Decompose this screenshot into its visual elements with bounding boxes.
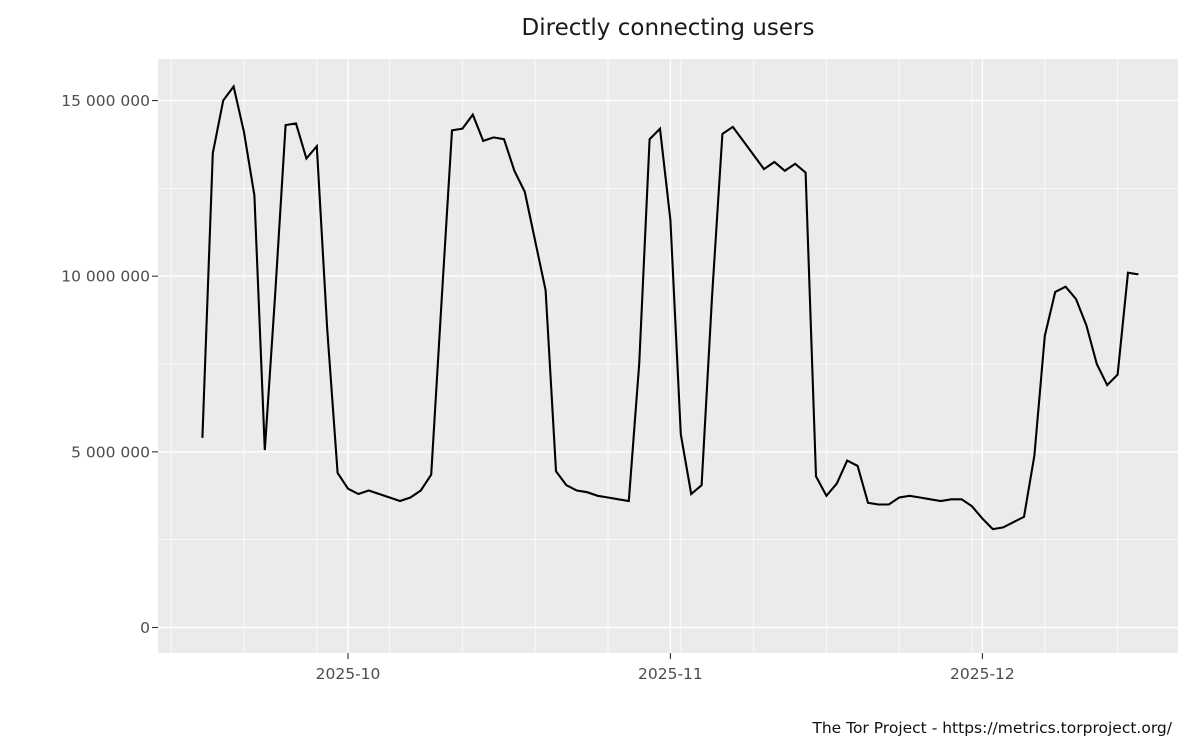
data-line bbox=[201, 84, 1139, 531]
x-tick-label: 2025-10 bbox=[316, 665, 381, 683]
y-tick-label: 0 bbox=[140, 619, 150, 637]
y-tick-label: 15 000 000 bbox=[61, 92, 150, 110]
y-tick-label: 5 000 000 bbox=[71, 443, 150, 461]
chart-title: Directly connecting users bbox=[521, 15, 815, 41]
plot-panel bbox=[158, 59, 1178, 653]
x-tick-label: 2025-11 bbox=[638, 665, 703, 683]
y-tick-label: 10 000 000 bbox=[61, 268, 150, 286]
x-tick-label: 2025-12 bbox=[950, 665, 1015, 683]
attribution: The Tor Project - https://metrics.torpro… bbox=[812, 719, 1172, 737]
